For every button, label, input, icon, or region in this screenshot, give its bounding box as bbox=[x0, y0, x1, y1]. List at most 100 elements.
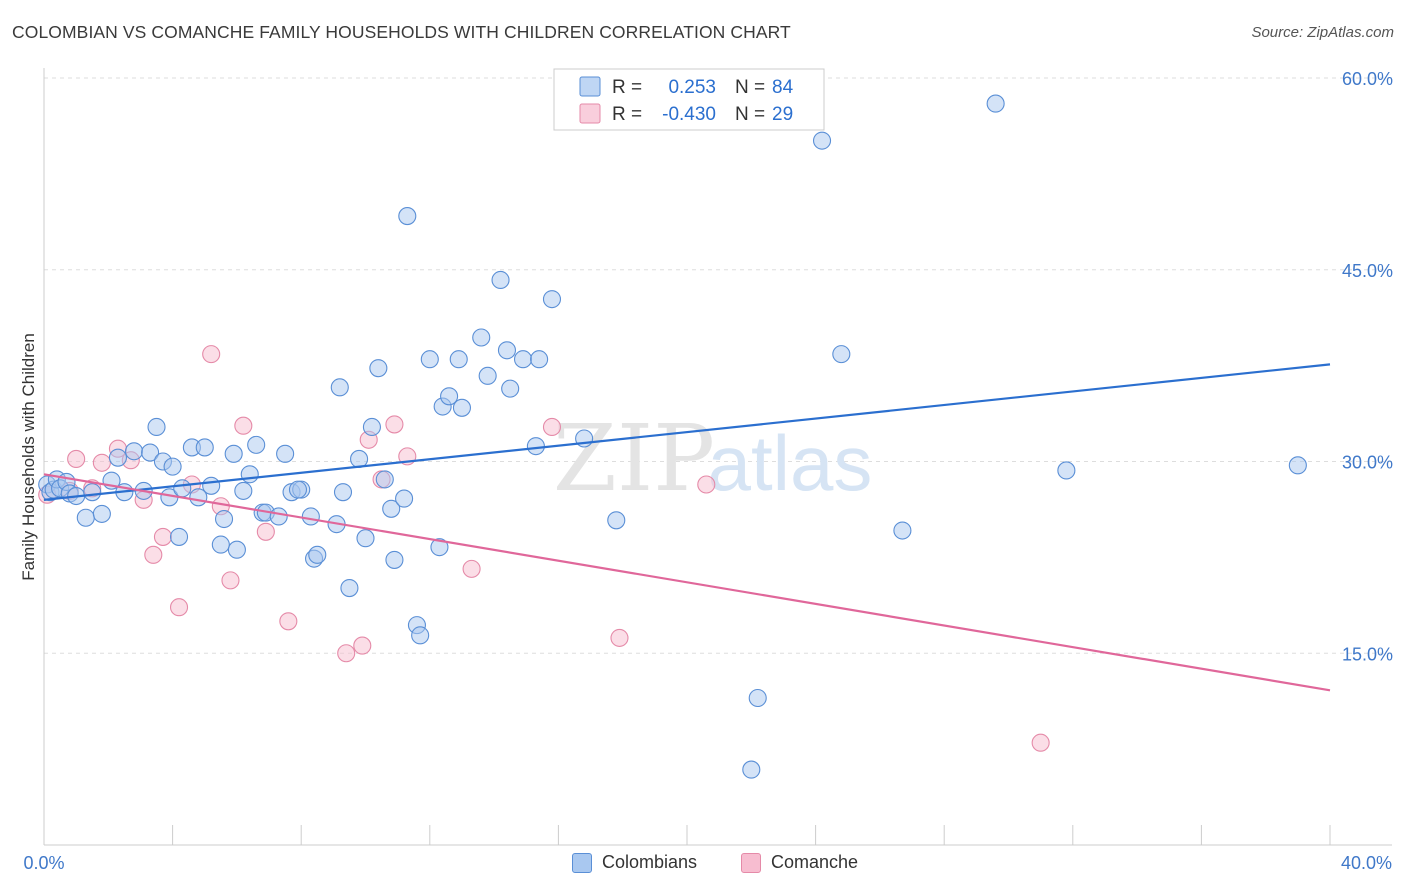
colombians-point bbox=[411, 626, 430, 645]
stats-r-label: R = bbox=[612, 77, 642, 98]
colombians-point bbox=[333, 483, 353, 502]
colombians-point bbox=[893, 521, 912, 540]
colombians-point bbox=[1057, 461, 1076, 480]
colombians-point bbox=[742, 760, 761, 779]
comanche-point bbox=[1031, 733, 1050, 752]
x-tick-label-max: 40.0% bbox=[1341, 853, 1392, 873]
colombians-point bbox=[202, 476, 221, 495]
watermark: ZIP atlas bbox=[553, 405, 872, 512]
colombians-point bbox=[308, 545, 327, 564]
comanche-point bbox=[279, 612, 298, 631]
colombians-point bbox=[350, 449, 369, 468]
colombians-point bbox=[227, 540, 246, 559]
colombians-point bbox=[1288, 456, 1307, 475]
x-tick-label-min: 0.0% bbox=[23, 853, 64, 873]
gridlines bbox=[44, 77, 1392, 654]
colombians-point bbox=[76, 508, 95, 527]
stats-n-label: N = bbox=[735, 77, 765, 98]
comanche-point bbox=[221, 571, 240, 590]
legend-item-colombians[interactable]: Colombians bbox=[572, 852, 697, 873]
colombians-point bbox=[356, 529, 375, 548]
stats-r-value: -0.430 bbox=[662, 104, 716, 125]
colombians-point bbox=[497, 341, 517, 360]
axes bbox=[43, 68, 1392, 846]
comanche-point bbox=[337, 644, 356, 663]
stats-legend: R = 0.253 N = 84 R = -0.430 N = 29 bbox=[553, 68, 825, 131]
comanche-point bbox=[462, 559, 481, 578]
colombians-point bbox=[269, 507, 288, 526]
colombians-point bbox=[247, 435, 266, 454]
comanche-point bbox=[144, 545, 163, 564]
colombians-point bbox=[812, 131, 832, 150]
stats-swatch-comanche bbox=[579, 103, 601, 124]
comanche-point bbox=[67, 449, 86, 468]
source-label: Source: ZipAtlas.com bbox=[1251, 24, 1394, 41]
colombians-point bbox=[395, 489, 414, 508]
colombians-point bbox=[340, 579, 359, 598]
comanche-point bbox=[92, 453, 111, 472]
stats-swatch-colombians bbox=[579, 76, 601, 97]
colombians-point bbox=[214, 509, 234, 529]
comanche-point bbox=[234, 416, 253, 435]
colombians-point bbox=[542, 290, 562, 309]
y-tick-label: 45.0% bbox=[1342, 261, 1393, 281]
colombians-point bbox=[452, 398, 472, 417]
y-tick-label: 60.0% bbox=[1342, 69, 1393, 89]
comanche-point bbox=[202, 345, 221, 364]
legend-swatch-comanche bbox=[741, 852, 761, 873]
colombians-point bbox=[420, 350, 439, 369]
comanche-point bbox=[153, 527, 173, 546]
colombians-point bbox=[211, 535, 230, 554]
chart-title: COLOMBIAN VS COMANCHE FAMILY HOUSEHOLDS … bbox=[12, 22, 791, 42]
colombians-point bbox=[369, 359, 388, 378]
y-axis-label: Family Households with Children bbox=[19, 333, 38, 581]
legend-swatch-colombians bbox=[572, 852, 592, 873]
colombians-point bbox=[530, 350, 549, 369]
colombians-point bbox=[375, 470, 394, 489]
stats-r-label: R = bbox=[612, 104, 642, 125]
colombians-point bbox=[173, 479, 192, 498]
series-legend: Colombians Comanche bbox=[0, 852, 1406, 878]
colombians-point bbox=[234, 481, 253, 500]
colombians-point bbox=[163, 457, 182, 476]
comanche-point bbox=[169, 598, 189, 617]
legend-label-colombians: Colombians bbox=[602, 852, 698, 872]
x-tick-labels: 0.0% 40.0% bbox=[23, 853, 1392, 873]
colombians-point bbox=[382, 499, 401, 518]
colombians-point bbox=[449, 350, 468, 369]
colombians-point bbox=[195, 438, 214, 457]
colombians-point bbox=[607, 511, 626, 530]
legend-label-comanche: Comanche bbox=[771, 852, 859, 872]
colombians-point bbox=[108, 448, 127, 467]
comanche-point bbox=[542, 417, 562, 437]
y-tick-label: 30.0% bbox=[1342, 453, 1393, 473]
colombians-point bbox=[430, 538, 449, 557]
y-tick-label: 15.0% bbox=[1342, 644, 1393, 664]
comanche-trend-line bbox=[43, 473, 1331, 692]
colombians-point bbox=[440, 387, 459, 406]
watermark-atlas: atlas bbox=[708, 419, 873, 507]
colombians-trend-line bbox=[43, 363, 1331, 501]
colombians-point bbox=[240, 465, 259, 484]
colombians-point bbox=[526, 437, 545, 456]
colombians-point bbox=[92, 504, 111, 523]
colombians-point bbox=[147, 417, 166, 437]
comanche-point bbox=[256, 522, 275, 541]
stats-n-value: 84 bbox=[772, 77, 794, 98]
comanche-point bbox=[385, 415, 404, 434]
colombians-point bbox=[224, 444, 243, 463]
colombians-point bbox=[986, 94, 1005, 113]
stats-n-value: 29 bbox=[772, 104, 793, 125]
colombians-point bbox=[478, 366, 497, 385]
comanche-point bbox=[353, 636, 372, 655]
stats-n-label: N = bbox=[735, 104, 765, 125]
comanche-point bbox=[697, 475, 716, 494]
legend-item-comanche[interactable]: Comanche bbox=[741, 852, 858, 873]
stats-r-value: 0.253 bbox=[668, 77, 716, 98]
y-tick-labels: 15.0% 30.0% 45.0% 60.0% bbox=[1342, 69, 1393, 664]
colombians-point bbox=[385, 550, 404, 569]
comanche-point bbox=[610, 628, 629, 647]
colombians-point bbox=[301, 507, 320, 526]
colombians-point bbox=[169, 527, 189, 546]
colombians-point bbox=[472, 328, 491, 347]
